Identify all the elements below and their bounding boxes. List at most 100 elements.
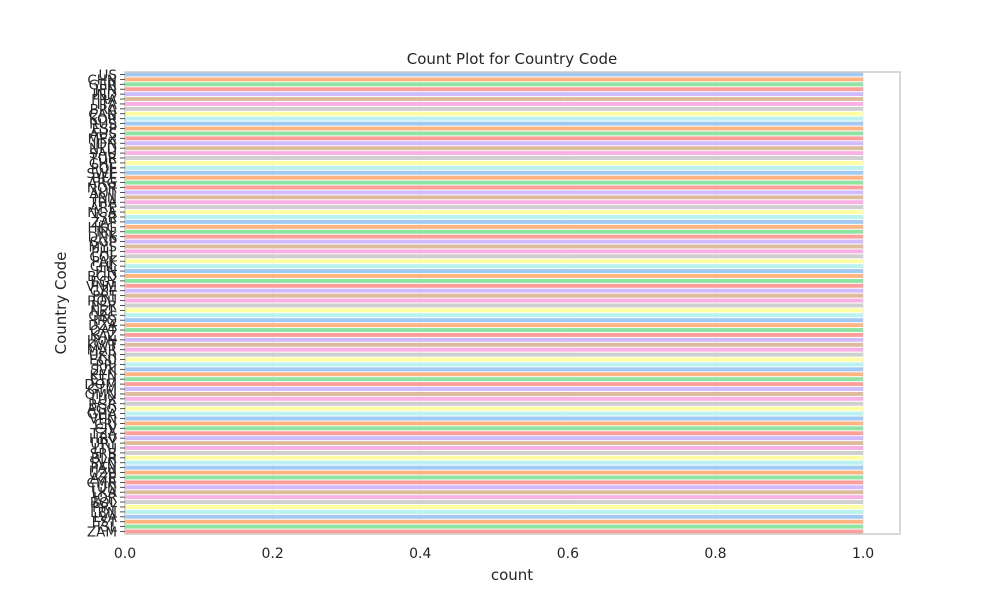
- bar: [125, 72, 864, 77]
- bar: [125, 151, 864, 156]
- bar: [125, 264, 864, 269]
- y-tick-label: ARE: [90, 200, 117, 216]
- bar: [125, 431, 864, 436]
- y-tick-label: ZAF: [91, 215, 117, 231]
- y-tick-label: BOL: [90, 495, 118, 511]
- bar: [125, 274, 864, 278]
- y-tick-label: EGY: [90, 274, 117, 290]
- bar: [125, 293, 864, 298]
- y-tick-label: GRC: [88, 308, 117, 324]
- y-tick-label: TZA: [89, 426, 117, 442]
- x-tick-label: 0.0: [114, 546, 136, 562]
- y-tick-label: BGD: [87, 269, 117, 285]
- bar: [125, 298, 864, 303]
- bar: [125, 156, 864, 160]
- y-tick-label: HKG: [88, 220, 117, 236]
- y-tick-label: PHL: [91, 244, 117, 260]
- bar: [125, 313, 864, 318]
- bar: [125, 382, 864, 387]
- y-tick-label: POL: [91, 161, 118, 177]
- bar: [125, 465, 864, 470]
- y-tick-label: ZAM: [87, 525, 117, 541]
- x-tick-label: 0.6: [557, 546, 579, 562]
- y-tick-label: GTM: [87, 382, 117, 398]
- bar: [125, 337, 864, 342]
- bar: [125, 82, 864, 87]
- bars-group: [125, 72, 864, 534]
- bar: [125, 421, 864, 426]
- bar: [125, 529, 864, 534]
- bar: [125, 269, 864, 274]
- bar: [125, 126, 864, 131]
- bar: [125, 446, 864, 450]
- y-tick-label: CMR: [87, 475, 117, 491]
- bar: [125, 519, 864, 524]
- y-tick-label: IRL: [96, 225, 117, 241]
- bar: [125, 480, 864, 485]
- y-tick-label: CHE: [89, 156, 117, 172]
- bar: [125, 160, 864, 165]
- bar: [125, 165, 864, 170]
- y-tick-label: CHL: [90, 259, 118, 275]
- y-tick-label: ITA: [97, 97, 118, 113]
- bar: [125, 92, 864, 97]
- bar: [125, 244, 864, 249]
- y-tick-label: PRI: [95, 357, 117, 373]
- bar: [125, 303, 864, 308]
- bar: [125, 239, 864, 244]
- bar: [125, 455, 864, 460]
- bar: [125, 308, 864, 313]
- bar: [125, 254, 864, 259]
- bar: [125, 195, 864, 200]
- bar: [125, 121, 864, 126]
- bar: [125, 441, 864, 446]
- y-tick-label: LKA: [92, 485, 118, 501]
- bar: [125, 470, 864, 475]
- bar: [125, 288, 864, 293]
- bar: [125, 146, 864, 151]
- bar: [125, 249, 864, 254]
- y-tick-label: PER: [91, 298, 117, 314]
- y-axis-label: Country Code: [52, 252, 70, 355]
- bar: [125, 406, 864, 411]
- plot-frame: [124, 71, 901, 535]
- bar: [125, 524, 864, 529]
- y-tick-label: MEX: [88, 131, 117, 147]
- y-tick-label: BRA: [90, 102, 118, 118]
- y-tick-label: CHN: [87, 72, 117, 88]
- x-tick-label: 1.0: [852, 546, 874, 562]
- y-tick-label: CAN: [88, 107, 117, 123]
- bar: [125, 136, 864, 141]
- y-tick-label: ROU: [87, 294, 117, 310]
- y-tick-label: SAU: [89, 146, 117, 162]
- y-tick-label: AUT: [90, 185, 118, 201]
- y-tick-label: US: [99, 67, 117, 83]
- bar: [125, 352, 864, 357]
- bar: [125, 505, 864, 509]
- x-tick-label: 0.8: [704, 546, 726, 562]
- y-tick-label: JOR: [92, 490, 117, 506]
- y-tick-label: PAK: [92, 254, 119, 270]
- bar: [125, 377, 864, 382]
- bar: [125, 475, 864, 480]
- y-tick-label: LBN: [90, 505, 117, 521]
- y-tick-label: IND: [93, 87, 117, 103]
- bar: [125, 219, 864, 224]
- bar: [125, 485, 864, 490]
- bar: [125, 460, 864, 465]
- y-tick-labels: USCHNGERJPNINDFRAITABRACANKORRUSESPAUSME…: [84, 67, 125, 541]
- y-tick-label: KAZ: [90, 328, 117, 344]
- y-tick-label: JPN: [94, 82, 117, 98]
- bar: [125, 509, 864, 514]
- bar: [125, 495, 864, 500]
- y-tick-label: KEN: [90, 367, 117, 383]
- bar: [125, 190, 864, 195]
- bar: [125, 97, 864, 101]
- bar: [125, 185, 864, 190]
- y-tick-label: DZA: [88, 318, 118, 334]
- x-tick-label: 0.4: [409, 546, 431, 562]
- y-tick-label: ECU: [89, 353, 117, 369]
- bar: [125, 396, 864, 401]
- y-tick-label: VEN: [89, 412, 117, 428]
- bar: [125, 131, 864, 136]
